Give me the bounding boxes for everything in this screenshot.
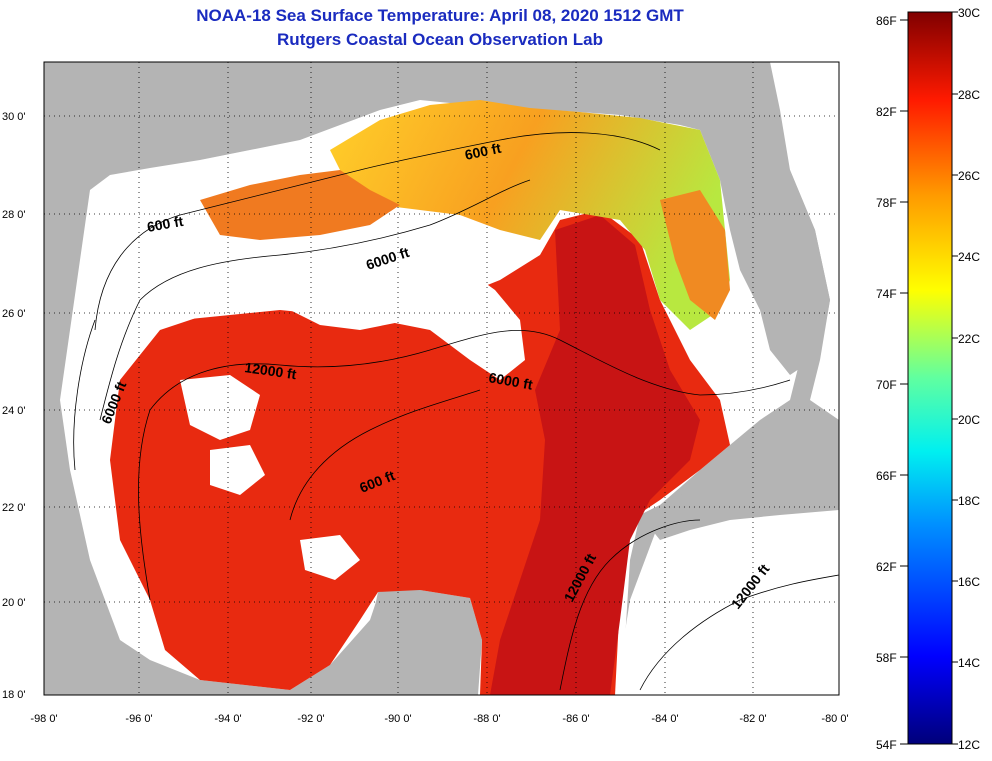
lon-label: -80 0' bbox=[821, 713, 848, 725]
lat-label: 30 0' bbox=[2, 111, 26, 123]
lon-label: -94 0' bbox=[214, 713, 241, 725]
sst-orange-streak bbox=[200, 170, 400, 240]
colorbar-f-label: 66F bbox=[876, 469, 897, 483]
cloud-patch-se bbox=[300, 535, 360, 580]
colorbar-c-label: 28C bbox=[958, 88, 981, 102]
lon-label: -82 0' bbox=[739, 713, 766, 725]
colorbar-c-label: 18C bbox=[958, 494, 981, 508]
colorbar-f-label: 62F bbox=[876, 560, 897, 574]
colorbar-c-label: 12C bbox=[958, 738, 981, 752]
lon-label: -98 0' bbox=[30, 713, 57, 725]
map-frame bbox=[43, 61, 840, 696]
sst-north-band bbox=[330, 100, 730, 330]
atlantic-water bbox=[770, 62, 839, 420]
latitude-labels: 30 0' 28 0' 26 0' 24 0' 22 0' 20 0' 18 0… bbox=[2, 111, 26, 701]
colorbar-f-label: 86F bbox=[876, 14, 897, 28]
colorbar bbox=[907, 11, 953, 745]
colorbar-c-label: 14C bbox=[958, 656, 981, 670]
sst-orange-patch bbox=[660, 190, 730, 320]
colorbar-f-label: 58F bbox=[876, 651, 897, 665]
lon-label: -86 0' bbox=[562, 713, 589, 725]
lon-label: -84 0' bbox=[651, 713, 678, 725]
longitude-labels: -98 0' -96 0' -94 0' -92 0' -90 0' -88 0… bbox=[30, 713, 848, 725]
lon-label: -90 0' bbox=[384, 713, 411, 725]
lat-label: 18 0' bbox=[2, 689, 26, 701]
florida-land bbox=[700, 120, 830, 375]
colorbar-c-label: 30C bbox=[958, 6, 981, 20]
map-subtitle: Rutgers Coastal Ocean Observation Lab bbox=[277, 30, 603, 49]
colorbar-f-label: 70F bbox=[876, 378, 897, 392]
lon-label: -88 0' bbox=[473, 713, 500, 725]
cuba-land bbox=[640, 478, 839, 540]
sst-hot-core bbox=[490, 215, 700, 695]
lat-label: 24 0' bbox=[2, 405, 26, 417]
lat-label: 26 0' bbox=[2, 308, 26, 320]
contour-label: 600 ft bbox=[463, 140, 502, 163]
colorbar-c-label: 24C bbox=[958, 250, 981, 264]
cloud-patch-west bbox=[180, 375, 260, 440]
colorbar-c-label: 20C bbox=[958, 413, 981, 427]
contour-label: 6000 ft bbox=[487, 369, 534, 393]
lon-label: -96 0' bbox=[125, 713, 152, 725]
colorbar-c-label: 26C bbox=[958, 169, 981, 183]
colorbar-f-label: 82F bbox=[876, 105, 897, 119]
depth-contours bbox=[73, 132, 839, 691]
yucatan-land bbox=[330, 590, 482, 695]
caribbean-water bbox=[615, 500, 839, 695]
lat-label: 22 0' bbox=[2, 502, 26, 514]
colorbar-f-label: 78F bbox=[876, 196, 897, 210]
lon-label: -92 0' bbox=[297, 713, 324, 725]
colorbar-f-label: 74F bbox=[876, 287, 897, 301]
colorbar-ticks bbox=[900, 11, 958, 745]
graticule bbox=[44, 62, 839, 695]
contour-label: 12000 ft bbox=[244, 359, 298, 382]
cloud-patch-south bbox=[210, 445, 265, 495]
colorbar-c-label: 16C bbox=[958, 575, 981, 589]
lat-label: 20 0' bbox=[2, 597, 26, 609]
colorbar-f-label: 54F bbox=[876, 738, 897, 752]
lat-label: 28 0' bbox=[2, 209, 26, 221]
cloud-band bbox=[150, 245, 525, 380]
contour-label: 600 ft bbox=[146, 213, 185, 235]
map-title: NOAA-18 Sea Surface Temperature: April 0… bbox=[196, 6, 684, 25]
colorbar-c-label: 22C bbox=[958, 332, 981, 346]
